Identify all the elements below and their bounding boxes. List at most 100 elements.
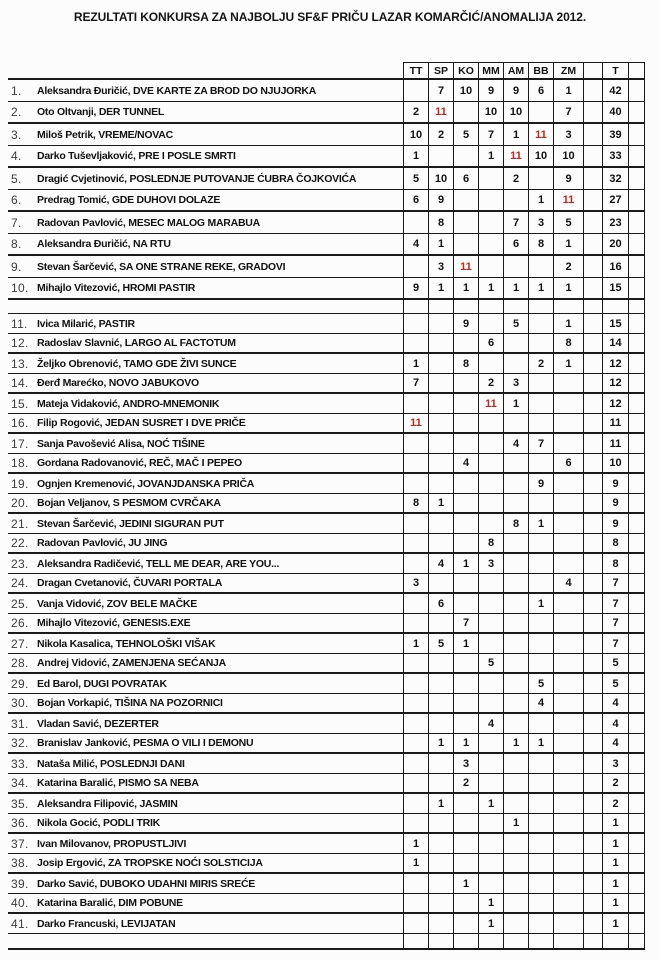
header-trailing [628,62,645,78]
gap-cell [583,574,602,592]
score-cell-AM: 11 [503,146,528,166]
table-row: 26. Mihajlo Vitezović, GENESIS.EXE 7 7 [8,614,645,634]
score-cell-SP [428,574,453,592]
total-cell: 9 [602,474,628,493]
total-cell: 12 [602,354,628,373]
gap-cell [583,554,602,573]
score-cell-MM: 9 [478,80,503,101]
gap-cell [583,654,602,672]
trailing-cell [628,234,645,254]
score-cell-ZM [553,894,583,912]
rank-cell: 1. [11,83,22,98]
score-cell-AM [503,474,528,493]
score-cell-SP [428,694,453,712]
score-cell-KO [453,102,478,122]
total-cell: 1 [602,854,628,872]
trailing-cell [628,754,645,773]
score-cell-ZM [553,754,583,773]
gap-cell [583,834,602,853]
score-cell-TT [403,814,428,832]
table-row: 29. Ed Barol, DUGI POVRATAK 5 5 [8,674,645,694]
score-cell-TT [403,212,428,233]
rank-cell: 20. [11,496,29,510]
score-cell-BB [528,314,553,333]
score-cell-KO [453,814,478,832]
score-cell-SP [428,874,453,893]
score-cell-TT [403,914,428,933]
score-cell-KO: 6 [453,168,478,189]
score-cell-BB: 1 [528,734,553,752]
score-cell-TT [403,534,428,552]
total-cell: 4 [602,714,628,733]
gap-cell [583,534,602,552]
score-cell-TT [403,874,428,893]
rank-cell: 15. [11,396,29,411]
total-cell: 2 [602,774,628,792]
total-cell: 8 [602,534,628,552]
score-cell-KO: 2 [453,774,478,792]
gap-cell [583,754,602,773]
score-cell-SP [428,300,453,313]
score-cell-AM [503,674,528,693]
table-row: 8. Aleksandra Đuričić, NA RTU 4 1 6 8 1 20 [8,234,645,256]
rank-cell: 37. [11,836,29,851]
score-cell-KO: 7 [453,614,478,632]
trailing-cell [628,894,645,912]
score-cell-MM: 11 [478,394,503,413]
score-cell-MM [478,834,503,853]
entry-cell: Aleksandra Đuričić, NA RTU [37,238,171,250]
score-cell-AM [503,534,528,552]
score-cell-BB [528,574,553,592]
score-cell-SP: 7 [428,80,453,101]
score-cell-ZM: 5 [553,212,583,233]
entry-cell: Ognjen Kremenović, JOVANJDANSKA PRIČA [37,477,255,490]
score-cell-ZM [553,814,583,832]
score-cell-KO [453,300,478,313]
score-cell-KO [453,834,478,853]
entry-cell [34,934,403,948]
table-row: 35. Aleksandra Filipović, JASMIN 1 1 2 [8,794,645,814]
entry-cell: Dragan Cvetanović, ČUVARI PORTALA [37,577,223,589]
score-cell-BB: 10 [528,146,553,166]
score-cell-KO: 1 [453,874,478,893]
trailing-cell [628,146,645,166]
entry-cell: Nikola Gocić, PODLI TRIK [37,817,160,829]
score-cell-TT: 1 [403,834,428,853]
total-cell: 7 [602,574,628,592]
score-cell-MM: 4 [478,714,503,733]
score-cell-ZM [553,414,583,432]
gap-cell [583,374,602,392]
score-cell-ZM: 1 [553,80,583,101]
total-cell: 2 [602,794,628,813]
score-cell-MM: 3 [478,554,503,573]
trailing-cell [628,514,645,533]
score-cell-ZM: 1 [553,354,583,373]
rank-cell: 24. [11,576,29,590]
table-row: 38. Josip Ergović, ZA TROPSKE NOĆI SOLSTI… [8,854,645,874]
score-cell-AM [503,300,528,313]
score-cell-BB [528,874,553,893]
trailing-cell [628,574,645,592]
score-cell-SP: 4 [428,554,453,573]
table-row: 28. Andrej Vidović, ZAMENJENA SEĆANJA 5 5 [8,654,645,674]
score-cell-SP [428,314,453,333]
score-cell-MM [478,814,503,832]
table-row: 19. Ognjen Kremenović, JOVANJDANSKA PRIČA… [8,474,645,494]
column-header-T: T [602,62,628,78]
score-cell-ZM [553,714,583,733]
table-row: 12. Radoslav Slavnić, LARGO AL FACTOTUM 6 8… [8,334,645,354]
score-cell-BB: 9 [528,474,553,493]
score-cell-KO [453,694,478,712]
score-cell-AM [503,256,528,277]
score-cell-AM: 3 [503,374,528,392]
score-cell-SP: 1 [428,494,453,512]
table-row: 6. Predrag Tomić, GDE DUHOVI DOLAZE 6 9 1 11 2… [8,190,645,212]
score-cell-BB [528,374,553,392]
trailing-cell [628,256,645,277]
total-cell: 8 [602,554,628,573]
score-cell-KO [453,334,478,352]
column-header-KO: KO [453,62,478,78]
total-cell: 9 [602,514,628,533]
score-cell-AM [503,854,528,872]
entry-cell: Željko Obrenović, TAMO GDE ŽIVI SUNCE [37,357,237,370]
